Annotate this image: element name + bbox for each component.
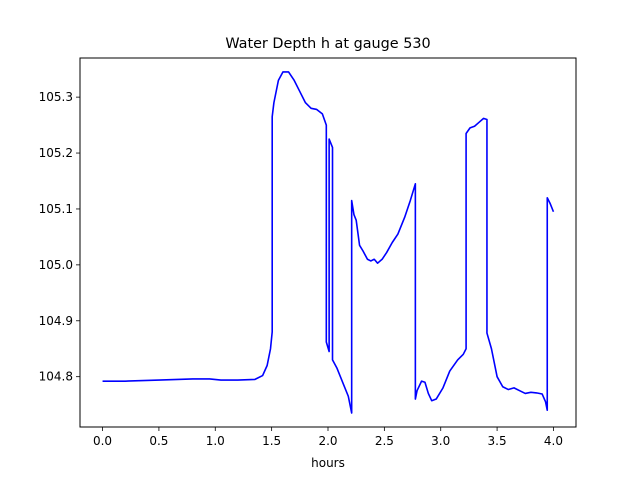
x-tick-label: 4.0 [544, 434, 563, 448]
x-tick-label: 1.0 [206, 434, 225, 448]
x-tick-label: 0.5 [149, 434, 168, 448]
x-axis-label: hours [311, 456, 345, 470]
x-tick-label: 2.5 [375, 434, 394, 448]
y-tick-label: 105.2 [39, 146, 73, 160]
x-tick-label: 1.5 [262, 434, 281, 448]
y-axis: 104.8 104.9 105.0 105.1 105.2 105.3 [39, 90, 80, 384]
x-tick-label: 3.0 [431, 434, 450, 448]
chart-title: Water Depth h at gauge 530 [225, 36, 430, 52]
y-tick-label: 104.9 [39, 314, 73, 328]
series-layer [102, 71, 555, 414]
y-tick-label: 105.1 [39, 202, 73, 216]
series-line [102, 71, 555, 414]
y-tick-label: 104.8 [39, 370, 73, 384]
y-tick-label: 105.3 [39, 90, 73, 104]
x-tick-label: 3.5 [488, 434, 507, 448]
plot-area [80, 58, 576, 427]
y-tick-label: 105.0 [39, 258, 73, 272]
x-axis: 0.0 0.5 1.0 1.5 2.0 2.5 3.0 3.5 4.0 [93, 427, 563, 448]
x-tick-label: 0.0 [93, 434, 112, 448]
x-tick-label: 2.0 [318, 434, 337, 448]
